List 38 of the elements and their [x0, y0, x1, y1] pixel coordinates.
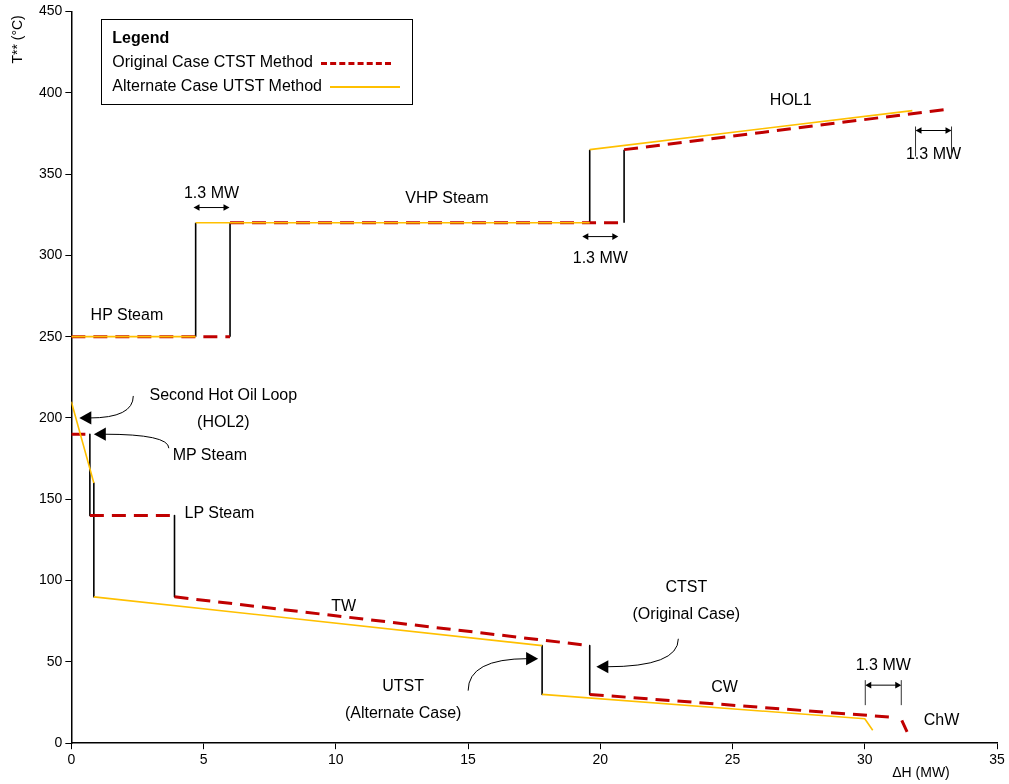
- x-tick-label: 35: [989, 751, 1005, 768]
- y-tick-label: 200: [39, 408, 63, 425]
- y-axis-title: T** (°C): [8, 15, 25, 64]
- x-axis-title: ΔH (MW): [892, 764, 950, 781]
- y-tick-label: 250: [39, 327, 63, 344]
- annotation: 1.3 MW: [905, 144, 962, 162]
- annotation: MP Steam: [172, 445, 248, 463]
- annotation: CTST (Original Case): [632, 577, 741, 622]
- x-tick-label: 15: [460, 751, 477, 768]
- y-tick-label: 300: [39, 246, 63, 263]
- legend-title: Legend: [112, 28, 171, 49]
- y-tick-label: 100: [39, 571, 63, 588]
- annotation: 1.3 MW: [855, 655, 912, 673]
- annotation: HOL1: [769, 91, 812, 109]
- x-tick-label: 5: [199, 751, 208, 768]
- annotation: LP Steam: [184, 504, 255, 522]
- y-tick-label: 350: [39, 164, 63, 181]
- annotation: UTST (Alternate Case): [344, 676, 462, 721]
- y-tick-label: 50: [46, 652, 63, 669]
- x-tick-label: 20: [592, 751, 609, 768]
- annotation: 1.3 MW: [183, 183, 240, 201]
- x-tick-label: 10: [328, 751, 344, 768]
- y-tick-label: 150: [39, 490, 63, 507]
- legend-label: Alternate Case UTST Method: [112, 77, 322, 95]
- y-tick-label: 400: [39, 83, 63, 100]
- annotation: Second Hot Oil Loop (HOL2): [149, 385, 298, 430]
- annotation: 1.3 MW: [572, 248, 629, 266]
- x-tick-label: 30: [856, 751, 873, 768]
- x-tick-label: 25: [724, 751, 741, 768]
- y-tick-label: 450: [39, 2, 63, 19]
- annotation: ChW: [923, 710, 961, 728]
- annotation: HP Steam: [90, 305, 164, 323]
- annotation: CW: [711, 678, 739, 696]
- annotation: VHP Steam: [405, 188, 489, 206]
- x-tick-label: 0: [67, 751, 76, 768]
- annotation: TW: [331, 597, 358, 614]
- y-tick-label: 0: [54, 734, 63, 751]
- legend-label: Original Case CTST Method: [112, 53, 314, 71]
